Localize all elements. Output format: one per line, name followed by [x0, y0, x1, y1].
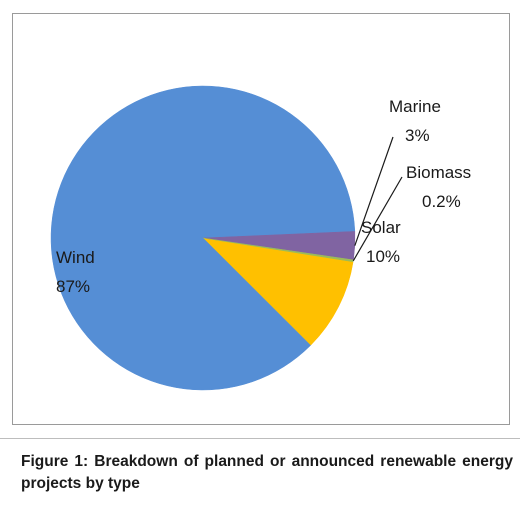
caption-divider	[0, 438, 520, 439]
slice-labels: Wind 87% Marine 3% Biomass 0.2% Solar 10…	[56, 97, 471, 296]
leader-line-marine	[354, 136, 394, 246]
slices-layer	[50, 85, 356, 391]
label-wind-value: 87%	[56, 277, 90, 296]
label-wind-name: Wind	[56, 248, 95, 267]
figure-caption: Figure 1: Breakdown of planned or announ…	[21, 453, 513, 492]
leader-line-biomass	[352, 176, 403, 262]
pie-slice-wind	[50, 85, 356, 391]
leader-lines	[352, 136, 403, 262]
pie-slice-solar	[202, 237, 354, 346]
label-biomass-name: Biomass	[406, 163, 471, 182]
label-marine-name: Marine	[389, 97, 441, 116]
label-solar-value: 10%	[366, 247, 400, 266]
label-solar-name: Solar	[361, 218, 401, 237]
label-marine-value: 3%	[405, 126, 430, 145]
pie-chart: Wind 87% Marine 3% Biomass 0.2% Solar 10…	[50, 85, 471, 391]
label-biomass-value: 0.2%	[422, 192, 461, 211]
